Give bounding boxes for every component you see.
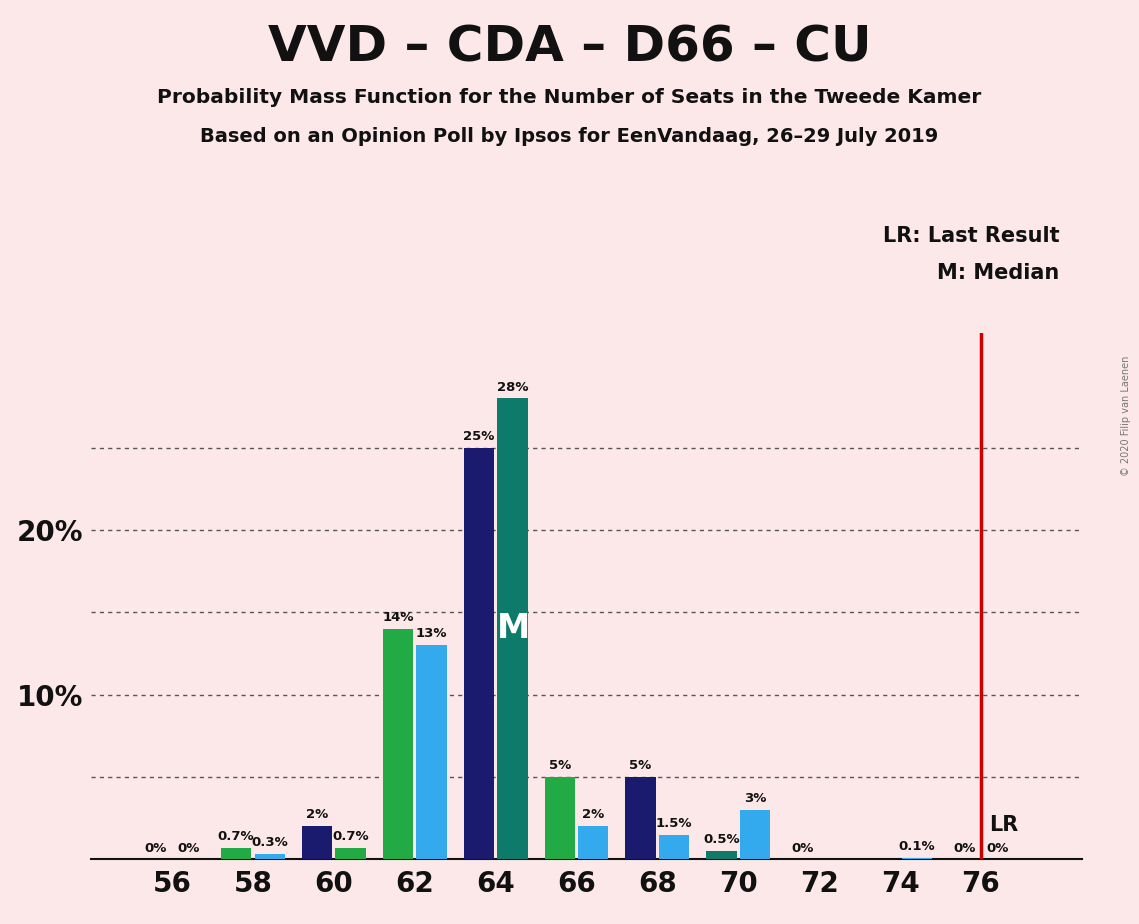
Text: 0.7%: 0.7% <box>218 830 254 843</box>
Bar <box>740 810 770 859</box>
Text: 3%: 3% <box>744 792 767 805</box>
Bar <box>302 826 333 859</box>
Bar <box>659 834 689 859</box>
Text: Probability Mass Function for the Number of Seats in the Tweede Kamer: Probability Mass Function for the Number… <box>157 88 982 107</box>
Text: 0.7%: 0.7% <box>333 830 369 843</box>
Bar <box>498 398 527 859</box>
Text: 0%: 0% <box>792 842 813 856</box>
Text: LR: LR <box>989 815 1018 834</box>
Text: 0.5%: 0.5% <box>703 833 740 846</box>
Text: VVD – CDA – D66 – CU: VVD – CDA – D66 – CU <box>268 23 871 71</box>
Text: M: M <box>498 613 531 645</box>
Text: © 2020 Filip van Laenen: © 2020 Filip van Laenen <box>1121 356 1131 476</box>
Bar <box>335 848 366 859</box>
Bar <box>544 777 575 859</box>
Text: 28%: 28% <box>497 381 528 394</box>
Text: 5%: 5% <box>630 760 652 772</box>
Bar <box>579 826 608 859</box>
Text: 5%: 5% <box>549 760 571 772</box>
Bar <box>254 855 285 859</box>
Text: 1.5%: 1.5% <box>656 817 693 830</box>
Text: M: Median: M: Median <box>937 263 1059 284</box>
Bar <box>383 629 413 859</box>
Bar <box>464 448 494 859</box>
Text: 0%: 0% <box>144 842 166 856</box>
Bar <box>221 848 252 859</box>
Text: 0%: 0% <box>986 842 1009 856</box>
Text: 2%: 2% <box>306 808 328 821</box>
Text: 0.3%: 0.3% <box>252 836 288 849</box>
Bar <box>417 645 446 859</box>
Text: 0.1%: 0.1% <box>899 840 935 853</box>
Text: 0%: 0% <box>178 842 200 856</box>
Text: LR: Last Result: LR: Last Result <box>883 226 1059 247</box>
Text: 13%: 13% <box>416 627 448 640</box>
Text: 0%: 0% <box>953 842 975 856</box>
Bar <box>625 777 656 859</box>
Text: 25%: 25% <box>464 430 494 443</box>
Bar <box>902 857 932 859</box>
Text: 2%: 2% <box>582 808 605 821</box>
Text: Based on an Opinion Poll by Ipsos for EenVandaag, 26–29 July 2019: Based on an Opinion Poll by Ipsos for Ee… <box>200 127 939 146</box>
Text: 14%: 14% <box>383 611 413 624</box>
Bar <box>706 851 737 859</box>
